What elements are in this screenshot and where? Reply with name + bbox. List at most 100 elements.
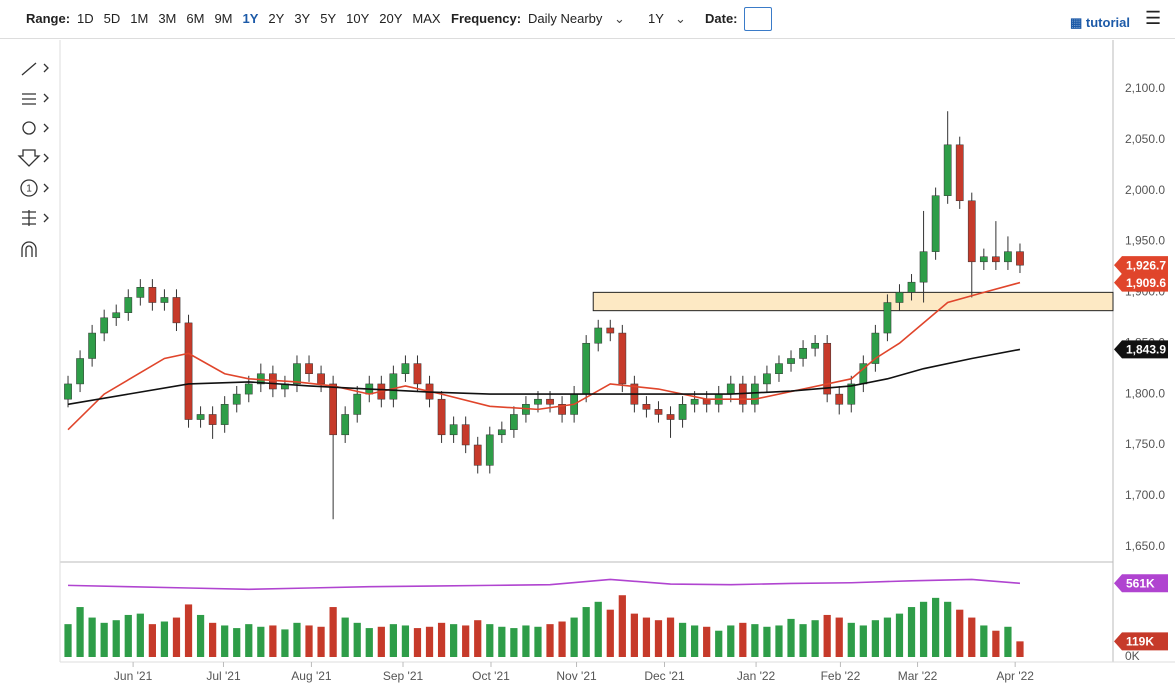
x-tick-label: Apr '22: [996, 669, 1034, 683]
candle-body: [775, 363, 783, 375]
range-option[interactable]: 3Y: [294, 11, 311, 26]
dropdown[interactable]: ⌄: [614, 11, 625, 26]
range-option[interactable]: 6M: [186, 11, 205, 26]
volume-bar: [389, 624, 397, 657]
volume-bar: [980, 625, 988, 657]
date-picker[interactable]: [744, 7, 772, 31]
volume-bar: [1004, 626, 1012, 657]
volume-bar: [594, 601, 602, 657]
volume-bar: [847, 622, 855, 657]
range-option[interactable]: MAX: [412, 11, 441, 26]
range-list: 1D 5D 1M 3M 6M 9M 1Y 2Y 3Y 5Y 10Y 20Y MAX: [77, 11, 441, 26]
volume-bar: [666, 617, 675, 657]
price-tag: [1114, 273, 1168, 292]
volume-bar: [76, 607, 84, 657]
candle-body: [811, 342, 819, 349]
candle-body: [955, 144, 964, 202]
x-tick-label: Dec '21: [644, 669, 685, 683]
tutorial-link[interactable]: ▦ tutorial: [1070, 15, 1130, 30]
candle-body: [558, 404, 566, 415]
volume-bar: [751, 624, 759, 657]
range-label: Range:: [26, 11, 71, 26]
volume-bar: [1016, 641, 1024, 657]
x-tick-label: Sep '21: [383, 669, 424, 683]
volume-bar: [883, 617, 892, 657]
range-option[interactable]: 10Y: [346, 11, 370, 26]
candle-body: [293, 363, 301, 385]
volume-bar: [739, 622, 747, 657]
candle-body: [510, 414, 518, 430]
candle-body: [907, 281, 916, 293]
tutorial-text[interactable]: tutorial: [1085, 15, 1130, 30]
volume-bar: [558, 621, 566, 657]
volume-bar: [871, 620, 879, 657]
period[interactable]: 1Y: [648, 11, 664, 26]
volume-bar: [209, 622, 217, 657]
menu[interactable]: ☰: [1145, 8, 1162, 28]
price-tag-label: 119K: [1126, 635, 1154, 649]
volume-bar: [148, 624, 156, 657]
tool-icon: 1: [26, 184, 32, 195]
volume-bar: [100, 622, 108, 657]
candle-body: [160, 297, 169, 303]
candle-body: [353, 393, 362, 415]
candle-body: [787, 358, 795, 364]
volume-average: [68, 578, 1021, 591]
candle-body: [196, 414, 205, 420]
range-option[interactable]: 20Y: [379, 11, 403, 26]
candle-body: [546, 398, 554, 405]
volume-bar: [895, 613, 904, 657]
dropdown[interactable]: ⌄: [675, 11, 686, 26]
candle-body: [919, 251, 928, 283]
volume-bar: [281, 629, 289, 657]
candle-body: [244, 383, 253, 395]
range-option[interactable]: 1Y: [242, 11, 259, 26]
candle-body: [437, 398, 446, 436]
candle-body: [931, 195, 940, 252]
candle-body: [305, 363, 313, 375]
candle-body: [449, 424, 458, 436]
candle-body: [461, 424, 470, 446]
candle-body: [606, 327, 615, 334]
moving-average: [67, 281, 1021, 431]
candle-body: [172, 297, 181, 324]
candle-body: [329, 383, 337, 436]
y-tick-label: 1,800.0: [1125, 386, 1165, 400]
volume-bar: [305, 625, 313, 657]
candle-body: [112, 312, 121, 319]
volume-bar: [269, 625, 277, 657]
volume-bar: [775, 625, 783, 657]
x-tick-label: Nov '21: [556, 669, 597, 683]
volume-bar: [498, 626, 506, 657]
price-tag-label: 1,843.9: [1126, 343, 1166, 357]
range-option[interactable]: 2Y: [268, 11, 285, 26]
range-option[interactable]: 1M: [130, 11, 149, 26]
volume-bar: [944, 601, 952, 657]
range-option[interactable]: 5D: [103, 11, 121, 26]
price-tag-label: 1,926.7: [1126, 258, 1166, 272]
range-option[interactable]: 5Y: [320, 11, 337, 26]
volume-bar: [932, 597, 940, 657]
candle-body: [208, 414, 217, 425]
volume-bar: [618, 595, 626, 657]
volume-bar: [919, 601, 928, 657]
range-option[interactable]: 1D: [77, 11, 94, 26]
frequency[interactable]: Daily Nearby: [528, 11, 603, 26]
candle-body: [497, 429, 506, 436]
range-option[interactable]: 9M: [214, 11, 233, 26]
toolbar: Range: 1D 5D 1M 3M 6M 9M 1Y 2Y 3Y 5Y 10Y 20Y MAX Fre…: [0, 0, 1175, 39]
volume-bar: [474, 620, 482, 657]
x-tick-label: Jun '21: [114, 669, 153, 683]
volume-bar: [136, 613, 144, 657]
drawing-tools[interactable]: [17, 62, 49, 257]
candle-body: [1016, 251, 1024, 266]
candle-body: [726, 383, 735, 395]
volume-bar: [341, 617, 349, 657]
volume-bar: [462, 625, 470, 657]
volume-bar: [630, 613, 638, 657]
y-tick-label: 2,050.0: [1125, 132, 1165, 146]
volume-bar: [859, 625, 867, 657]
range-option[interactable]: 3M: [158, 11, 177, 26]
